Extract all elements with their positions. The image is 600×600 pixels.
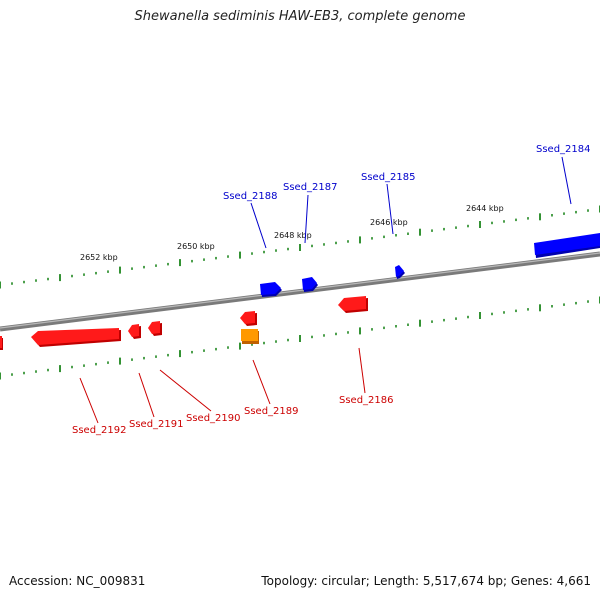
gene-ssed-2187-arrow[interactable] [302, 277, 318, 292]
scale-label: 2648 kbp [274, 231, 312, 240]
gene-ssed-2191-arrow[interactable] [128, 324, 141, 339]
gene-label: Ssed_2189 [244, 406, 299, 417]
gene-label: Ssed_2190 [186, 413, 241, 424]
gene-ssed-2190-arrow[interactable] [148, 321, 162, 336]
genome-backbone-highlight [0, 252, 600, 329]
genome-title: Shewanella sediminis HAW-EB3, complete g… [134, 9, 466, 24]
scale-ticks-upper [0, 205, 600, 289]
gene-label: Ssed_2186 [339, 395, 394, 406]
rna-gene-box[interactable] [241, 329, 259, 344]
genome-backbone [0, 251, 600, 332]
gene-label: Ssed_2187 [283, 182, 338, 193]
gene-label: Ssed_2192 [72, 425, 127, 436]
gene-label: Ssed_2191 [129, 419, 184, 430]
forward-callout-lines [250, 156, 572, 249]
scale-ticks-lower [0, 296, 600, 380]
reverse-callout-lines [79, 347, 366, 424]
gene-ssed-2186-arrow[interactable] [338, 296, 368, 313]
gene-left-edge-arrow[interactable] [0, 336, 3, 350]
gene-ssed-2188-arrow[interactable] [260, 282, 282, 297]
scale-label: 2652 kbp [80, 253, 118, 262]
gene-ssed-2192-arrow[interactable] [31, 328, 121, 347]
gene-ssed-2184-arrow[interactable] [534, 233, 600, 258]
scale-label: 2650 kbp [177, 242, 215, 251]
gene-label: Ssed_2184 [536, 144, 591, 155]
scale-label: 2646 kbp [370, 218, 408, 227]
topology-label: Topology: circular; Length: 5,517,674 bp… [261, 574, 591, 588]
accession-label: Accession: NC_009831 [9, 574, 146, 588]
scale-label: 2644 kbp [466, 204, 504, 213]
gene-ssed-2189-arrow[interactable] [240, 311, 257, 326]
gene-label: Ssed_2185 [361, 172, 416, 183]
gene-ssed-2185-arrow[interactable] [395, 265, 405, 279]
gene-label: Ssed_2188 [223, 191, 278, 202]
